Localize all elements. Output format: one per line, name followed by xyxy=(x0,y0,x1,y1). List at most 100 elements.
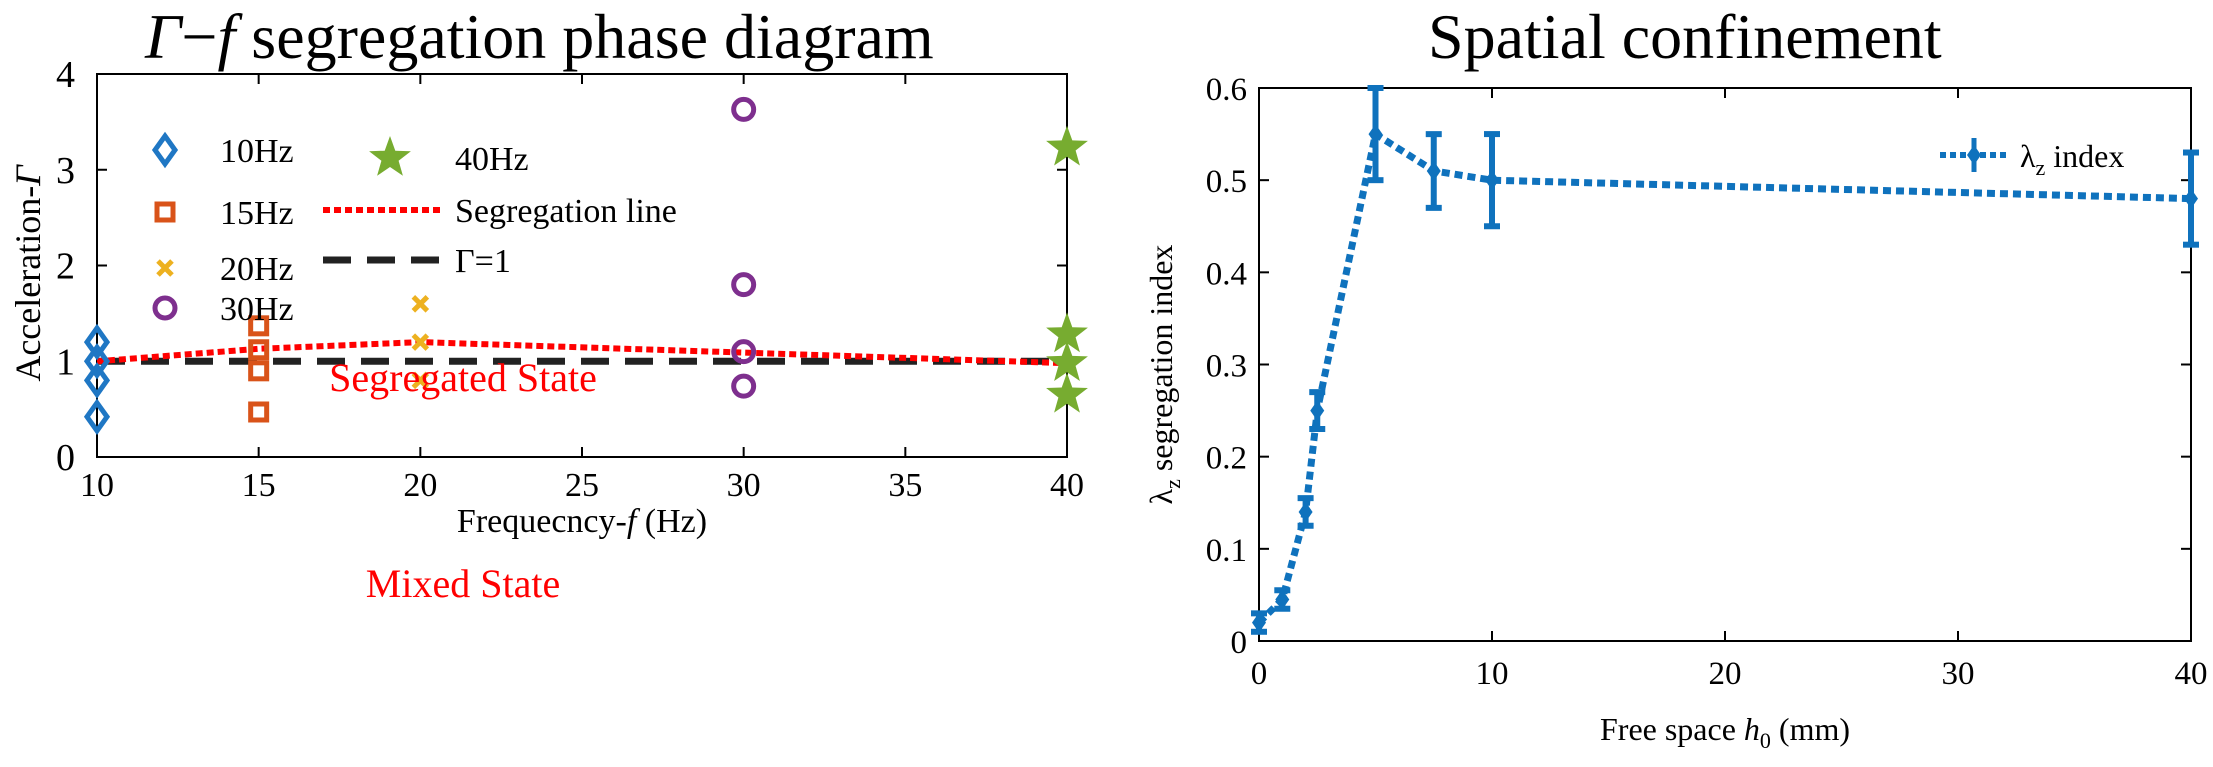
x-axis-label-symbol: h xyxy=(1744,711,1760,747)
data-point-30hz xyxy=(731,272,757,298)
annotation-mixed-state: Mixed State xyxy=(366,561,560,606)
legend-label-30hz: 30Hz xyxy=(220,291,294,328)
data-point xyxy=(1298,501,1313,522)
legend-marker xyxy=(1967,145,1981,165)
x-tick-label: 30 xyxy=(1942,656,1975,692)
data-point-30hz xyxy=(731,373,757,399)
legend-label-gamma-line: Γ=1 xyxy=(455,243,511,280)
y-axis-label-text: Acceleration- xyxy=(8,186,48,382)
title-dash: − xyxy=(181,1,218,72)
x-ticks-right: 0 10 20 30 40 xyxy=(1251,88,2208,692)
y-tick-label: 0.5 xyxy=(1206,164,1247,200)
phase-diagram-chart: 10 15 20 25 30 35 40 0 1 2 3 4 Frequecncy-f (Hz) Acce… xyxy=(8,54,1088,606)
data-point-10hz xyxy=(83,323,111,361)
data-point-15hz xyxy=(248,315,270,337)
y-tick-label: 0.6 xyxy=(1206,72,1247,108)
legend-right: λz index xyxy=(1940,138,2124,180)
y-axis-label-symbol: Γ xyxy=(8,164,48,187)
x-tick-label: 20 xyxy=(1709,656,1742,692)
legend-text: index xyxy=(2045,138,2124,174)
y-tick-label: 4 xyxy=(56,54,75,96)
x-axis-label-text: Free space xyxy=(1600,711,1744,747)
series-20hz xyxy=(411,295,430,390)
y-axis-label: Acceleration-Γ xyxy=(8,164,48,382)
data-point-40hz xyxy=(1046,341,1088,381)
x-tick-label: 35 xyxy=(888,467,922,504)
legend-symbol: λ xyxy=(2020,138,2036,174)
x-axis-label: Frequecncy-f (Hz) xyxy=(457,503,707,540)
y-ticks-right: 0 0.1 0.2 0.3 0.4 0.5 0.6 xyxy=(1206,72,2191,661)
x-ticks: 10 15 20 25 30 35 40 xyxy=(80,74,1084,504)
legend-subscript: z xyxy=(2036,155,2046,180)
data-point-10hz xyxy=(83,362,111,399)
data-point-15hz xyxy=(248,401,270,423)
data-point xyxy=(1275,589,1290,610)
series-10hz xyxy=(83,323,111,436)
x-axis-label-text: Frequecncy- xyxy=(457,503,627,540)
series-30hz xyxy=(731,96,757,399)
x-axis-label-unit: (Hz) xyxy=(636,503,707,540)
title-rest: segregation phase diagram xyxy=(235,1,934,72)
series-15hz xyxy=(248,315,270,423)
x-tick-label: 15 xyxy=(242,467,276,504)
data-point xyxy=(1485,170,1499,191)
legend-label-15hz: 15Hz xyxy=(220,195,294,232)
data-point xyxy=(1310,400,1325,421)
x-axis-label-unit: (mm) xyxy=(1771,711,1850,747)
y-ticks: 0 1 2 3 4 xyxy=(56,54,1067,479)
data-point-20hz xyxy=(411,295,430,313)
y-tick-label: 0.2 xyxy=(1206,441,1247,477)
y-axis-label-text: segregation index xyxy=(1143,245,1179,480)
title-f: f xyxy=(217,1,236,72)
y-tick-label: 0 xyxy=(1231,625,1248,661)
data-point xyxy=(1368,124,1383,145)
data-point-30hz xyxy=(731,96,757,122)
x-tick-label: 10 xyxy=(80,467,114,504)
right-chart-title: Spatial confinement xyxy=(1428,1,1942,72)
y-tick-label: 0.1 xyxy=(1206,533,1247,569)
data-point-40hz xyxy=(1046,125,1088,166)
y-tick-label: 3 xyxy=(56,150,75,192)
x-axis-label-subscript: 0 xyxy=(1760,728,1771,753)
x-axis-label-right: Free space h0 (mm) xyxy=(1600,711,1850,753)
legend-marker-15hz xyxy=(154,201,176,223)
x-tick-label: 25 xyxy=(565,467,599,504)
legend-label-segregation-line: Segregation line xyxy=(455,193,677,230)
x-tick-label: 40 xyxy=(1050,467,1084,504)
legend-label-lambda-z-index: λz index xyxy=(2020,138,2124,180)
legend-marker-10hz xyxy=(151,131,179,169)
y-tick-label: 0.3 xyxy=(1206,349,1247,385)
x-tick-label: 40 xyxy=(2175,656,2208,692)
y-tick-label: 0 xyxy=(56,437,75,479)
legend-label-40hz: 40Hz xyxy=(455,141,529,178)
series-line xyxy=(1256,128,2192,626)
legend-marker-30hz xyxy=(152,295,178,321)
spatial-confinement-chart: 0 10 20 30 40 0 0.1 0.2 0.3 0.4 0.5 0.6 Free space h… xyxy=(1143,72,2208,753)
y-tick-label: 2 xyxy=(56,246,75,288)
y-tick-label: 1 xyxy=(56,341,75,383)
annotation-segregated-state: Segregated State xyxy=(329,355,597,400)
data-point-15hz xyxy=(248,339,270,361)
x-tick-label: 10 xyxy=(1476,656,1509,692)
y-axis-label-symbol: λ xyxy=(1143,488,1179,504)
data-point xyxy=(1426,160,1441,181)
legend-marker-40hz xyxy=(369,136,411,176)
x-tick-label: 20 xyxy=(403,467,437,504)
data-point-10hz xyxy=(83,342,111,380)
data-point-20hz xyxy=(411,333,430,351)
data-point-40hz xyxy=(1046,372,1088,413)
y-tick-label: 0.4 xyxy=(1206,256,1247,292)
x-tick-label: 0 xyxy=(1251,656,1268,692)
title-gamma: Γ xyxy=(145,1,182,72)
data-point xyxy=(2184,188,2198,209)
series-lambda-z-index xyxy=(1251,85,2199,635)
data-point-10hz xyxy=(83,398,111,436)
data-point-15hz xyxy=(248,360,270,382)
data-point-20hz xyxy=(411,371,430,390)
y-axis-label-right: λz segregation index xyxy=(1143,245,1185,505)
data-point-40hz xyxy=(1046,312,1088,353)
series-40hz xyxy=(1046,125,1088,413)
left-chart-title: Γ−f segregation phase diagram xyxy=(145,1,934,72)
data-point xyxy=(1252,612,1266,633)
legend-label-10hz: 10Hz xyxy=(220,133,294,170)
